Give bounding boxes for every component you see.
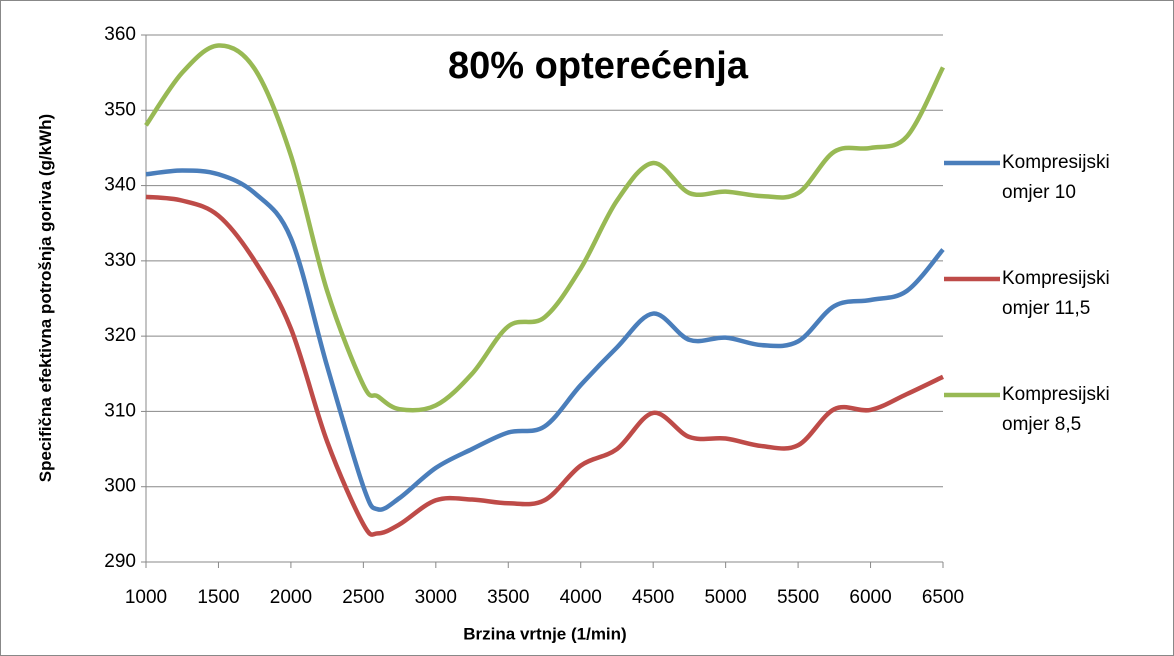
x-tick-label: 5000 bbox=[704, 587, 746, 608]
y-tick-label: 340 bbox=[104, 175, 136, 196]
y-tick-label: 360 bbox=[104, 24, 136, 45]
y-tick-label: 290 bbox=[104, 551, 136, 572]
x-tick-label: 2500 bbox=[342, 587, 384, 608]
y-tick-label: 350 bbox=[104, 99, 136, 120]
x-tick-label: 2000 bbox=[270, 587, 312, 608]
x-tick-label: 3500 bbox=[487, 587, 529, 608]
line-series bbox=[145, 168, 945, 512]
y-tick-label: 330 bbox=[104, 250, 136, 271]
x-tick-label: 1000 bbox=[125, 587, 167, 608]
x-tick-label: 3000 bbox=[415, 587, 457, 608]
x-axis-label: Brzina vrtnje (1/min) bbox=[463, 624, 626, 643]
legend-label: Kompresijski omjer 10 bbox=[1002, 152, 1110, 203]
x-tick-label: 1500 bbox=[197, 587, 239, 608]
x-tick-label: 6000 bbox=[849, 587, 891, 608]
y-axis-label: Specifična efektivna potrošnja goriva (g… bbox=[36, 113, 55, 483]
y-tick-label: 300 bbox=[104, 476, 136, 497]
x-tick-label: 4500 bbox=[632, 587, 674, 608]
y-tick-label: 320 bbox=[104, 325, 136, 346]
line-series bbox=[144, 43, 946, 413]
line-series bbox=[145, 194, 944, 537]
legend-label: Kompresijski omjer 8,5 bbox=[1002, 384, 1110, 435]
y-tick-label: 310 bbox=[104, 400, 136, 421]
chart-title: 80% opterećenja bbox=[448, 45, 749, 87]
legend-label: Kompresijski omjer 11,5 bbox=[1002, 268, 1110, 319]
x-tick-label: 4000 bbox=[560, 587, 602, 608]
x-tick-label: 6500 bbox=[922, 587, 964, 608]
x-tick-label: 5500 bbox=[777, 587, 819, 608]
